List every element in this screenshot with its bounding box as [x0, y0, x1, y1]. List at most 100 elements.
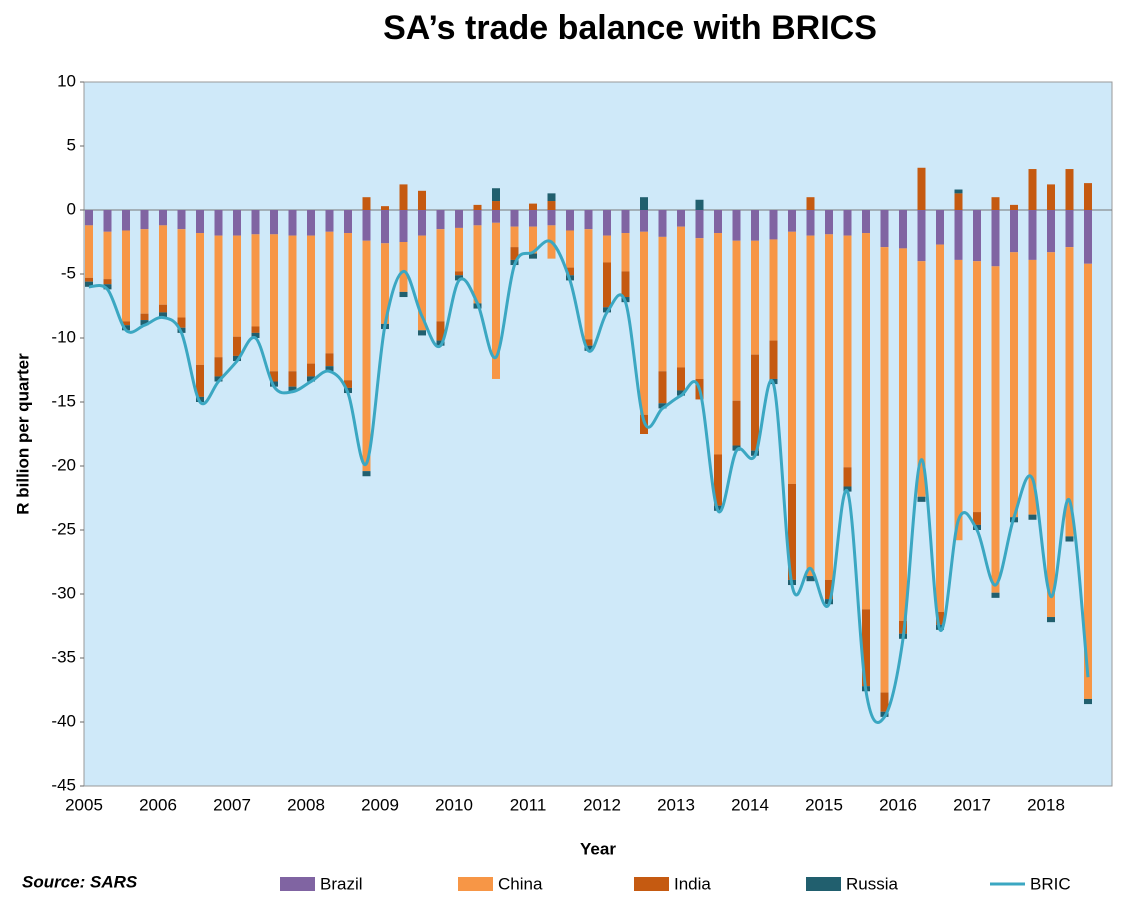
bar [603, 210, 611, 236]
bar [621, 210, 630, 234]
bar [917, 210, 926, 262]
bar [1028, 514, 1037, 520]
bar [214, 210, 223, 236]
bar [677, 226, 685, 368]
bar [695, 199, 704, 210]
bar [362, 471, 371, 477]
y-tick-label: -10 [51, 327, 76, 346]
y-axis-title: R billion per quarter [13, 353, 32, 515]
bar [436, 229, 445, 322]
bar [806, 576, 815, 582]
bar [344, 380, 352, 388]
bar [270, 234, 278, 372]
bar [954, 259, 963, 541]
bar [806, 210, 815, 236]
bar [640, 210, 648, 232]
bar [732, 210, 741, 241]
bar [658, 210, 667, 237]
bar [584, 210, 593, 230]
bar [177, 317, 186, 328]
legend-swatch [280, 877, 315, 891]
bar [677, 390, 685, 396]
y-tick-label: -25 [51, 519, 76, 538]
bar [1047, 184, 1055, 210]
bar [307, 363, 315, 377]
bar [825, 210, 833, 235]
bar [510, 247, 519, 260]
y-tick-label: -35 [51, 647, 76, 666]
chart-title: SA’s trade balance with BRICS [383, 9, 877, 47]
bar [640, 231, 648, 415]
bar [85, 281, 93, 287]
bar [288, 235, 297, 372]
bar [1065, 169, 1074, 210]
bar [751, 210, 759, 241]
bar [251, 326, 260, 333]
bar [769, 239, 778, 341]
bar [473, 225, 482, 304]
bar [732, 445, 741, 451]
bar [529, 226, 537, 254]
bar [307, 235, 315, 364]
bar [233, 336, 241, 356]
bar [788, 210, 796, 232]
y-tick-label: -20 [51, 455, 76, 474]
y-tick-label: 5 [67, 135, 76, 154]
bar [214, 235, 223, 358]
bar [159, 304, 167, 313]
bar [584, 229, 593, 340]
x-tick-label: 2006 [139, 795, 177, 814]
legend-label: China [498, 874, 543, 893]
bar [455, 275, 463, 281]
bar [1047, 617, 1055, 623]
bar [122, 230, 130, 322]
y-tick-label: 0 [67, 199, 76, 218]
bar [547, 193, 556, 202]
bar [529, 253, 537, 259]
bar [917, 167, 926, 210]
bar [418, 210, 426, 236]
bar [381, 206, 389, 210]
bar [695, 210, 704, 239]
bar [603, 262, 611, 308]
bar [492, 210, 500, 223]
bar [270, 210, 278, 235]
bar [843, 467, 852, 487]
bar [177, 229, 186, 318]
bar [381, 210, 389, 244]
bar [658, 403, 667, 409]
x-tick-label: 2012 [583, 795, 621, 814]
bar [695, 238, 704, 379]
bar [362, 210, 371, 241]
bar [714, 210, 722, 234]
bar [473, 210, 482, 226]
bar [196, 364, 204, 397]
bar [140, 320, 149, 326]
bar [843, 210, 852, 236]
bar [825, 234, 833, 580]
bar [103, 231, 112, 280]
bar [732, 400, 741, 446]
bar [880, 210, 889, 248]
bar [455, 210, 463, 228]
x-tick-label: 2008 [287, 795, 325, 814]
bar [381, 243, 389, 324]
legend-label: Brazil [320, 874, 363, 893]
bar [1010, 204, 1018, 210]
bar [436, 210, 445, 230]
bar [973, 210, 981, 262]
bar [399, 210, 408, 242]
legend-swatch [458, 877, 493, 891]
y-tick-label: -30 [51, 583, 76, 602]
bar [103, 284, 112, 290]
bar [85, 210, 93, 226]
bar [492, 201, 500, 210]
x-tick-label: 2011 [510, 795, 547, 814]
bar [418, 330, 426, 336]
y-tick-label: 10 [57, 71, 76, 90]
bar [954, 189, 963, 194]
bar [251, 332, 260, 338]
legend-label: BRIC [1030, 874, 1071, 893]
x-tick-label: 2005 [65, 795, 103, 814]
